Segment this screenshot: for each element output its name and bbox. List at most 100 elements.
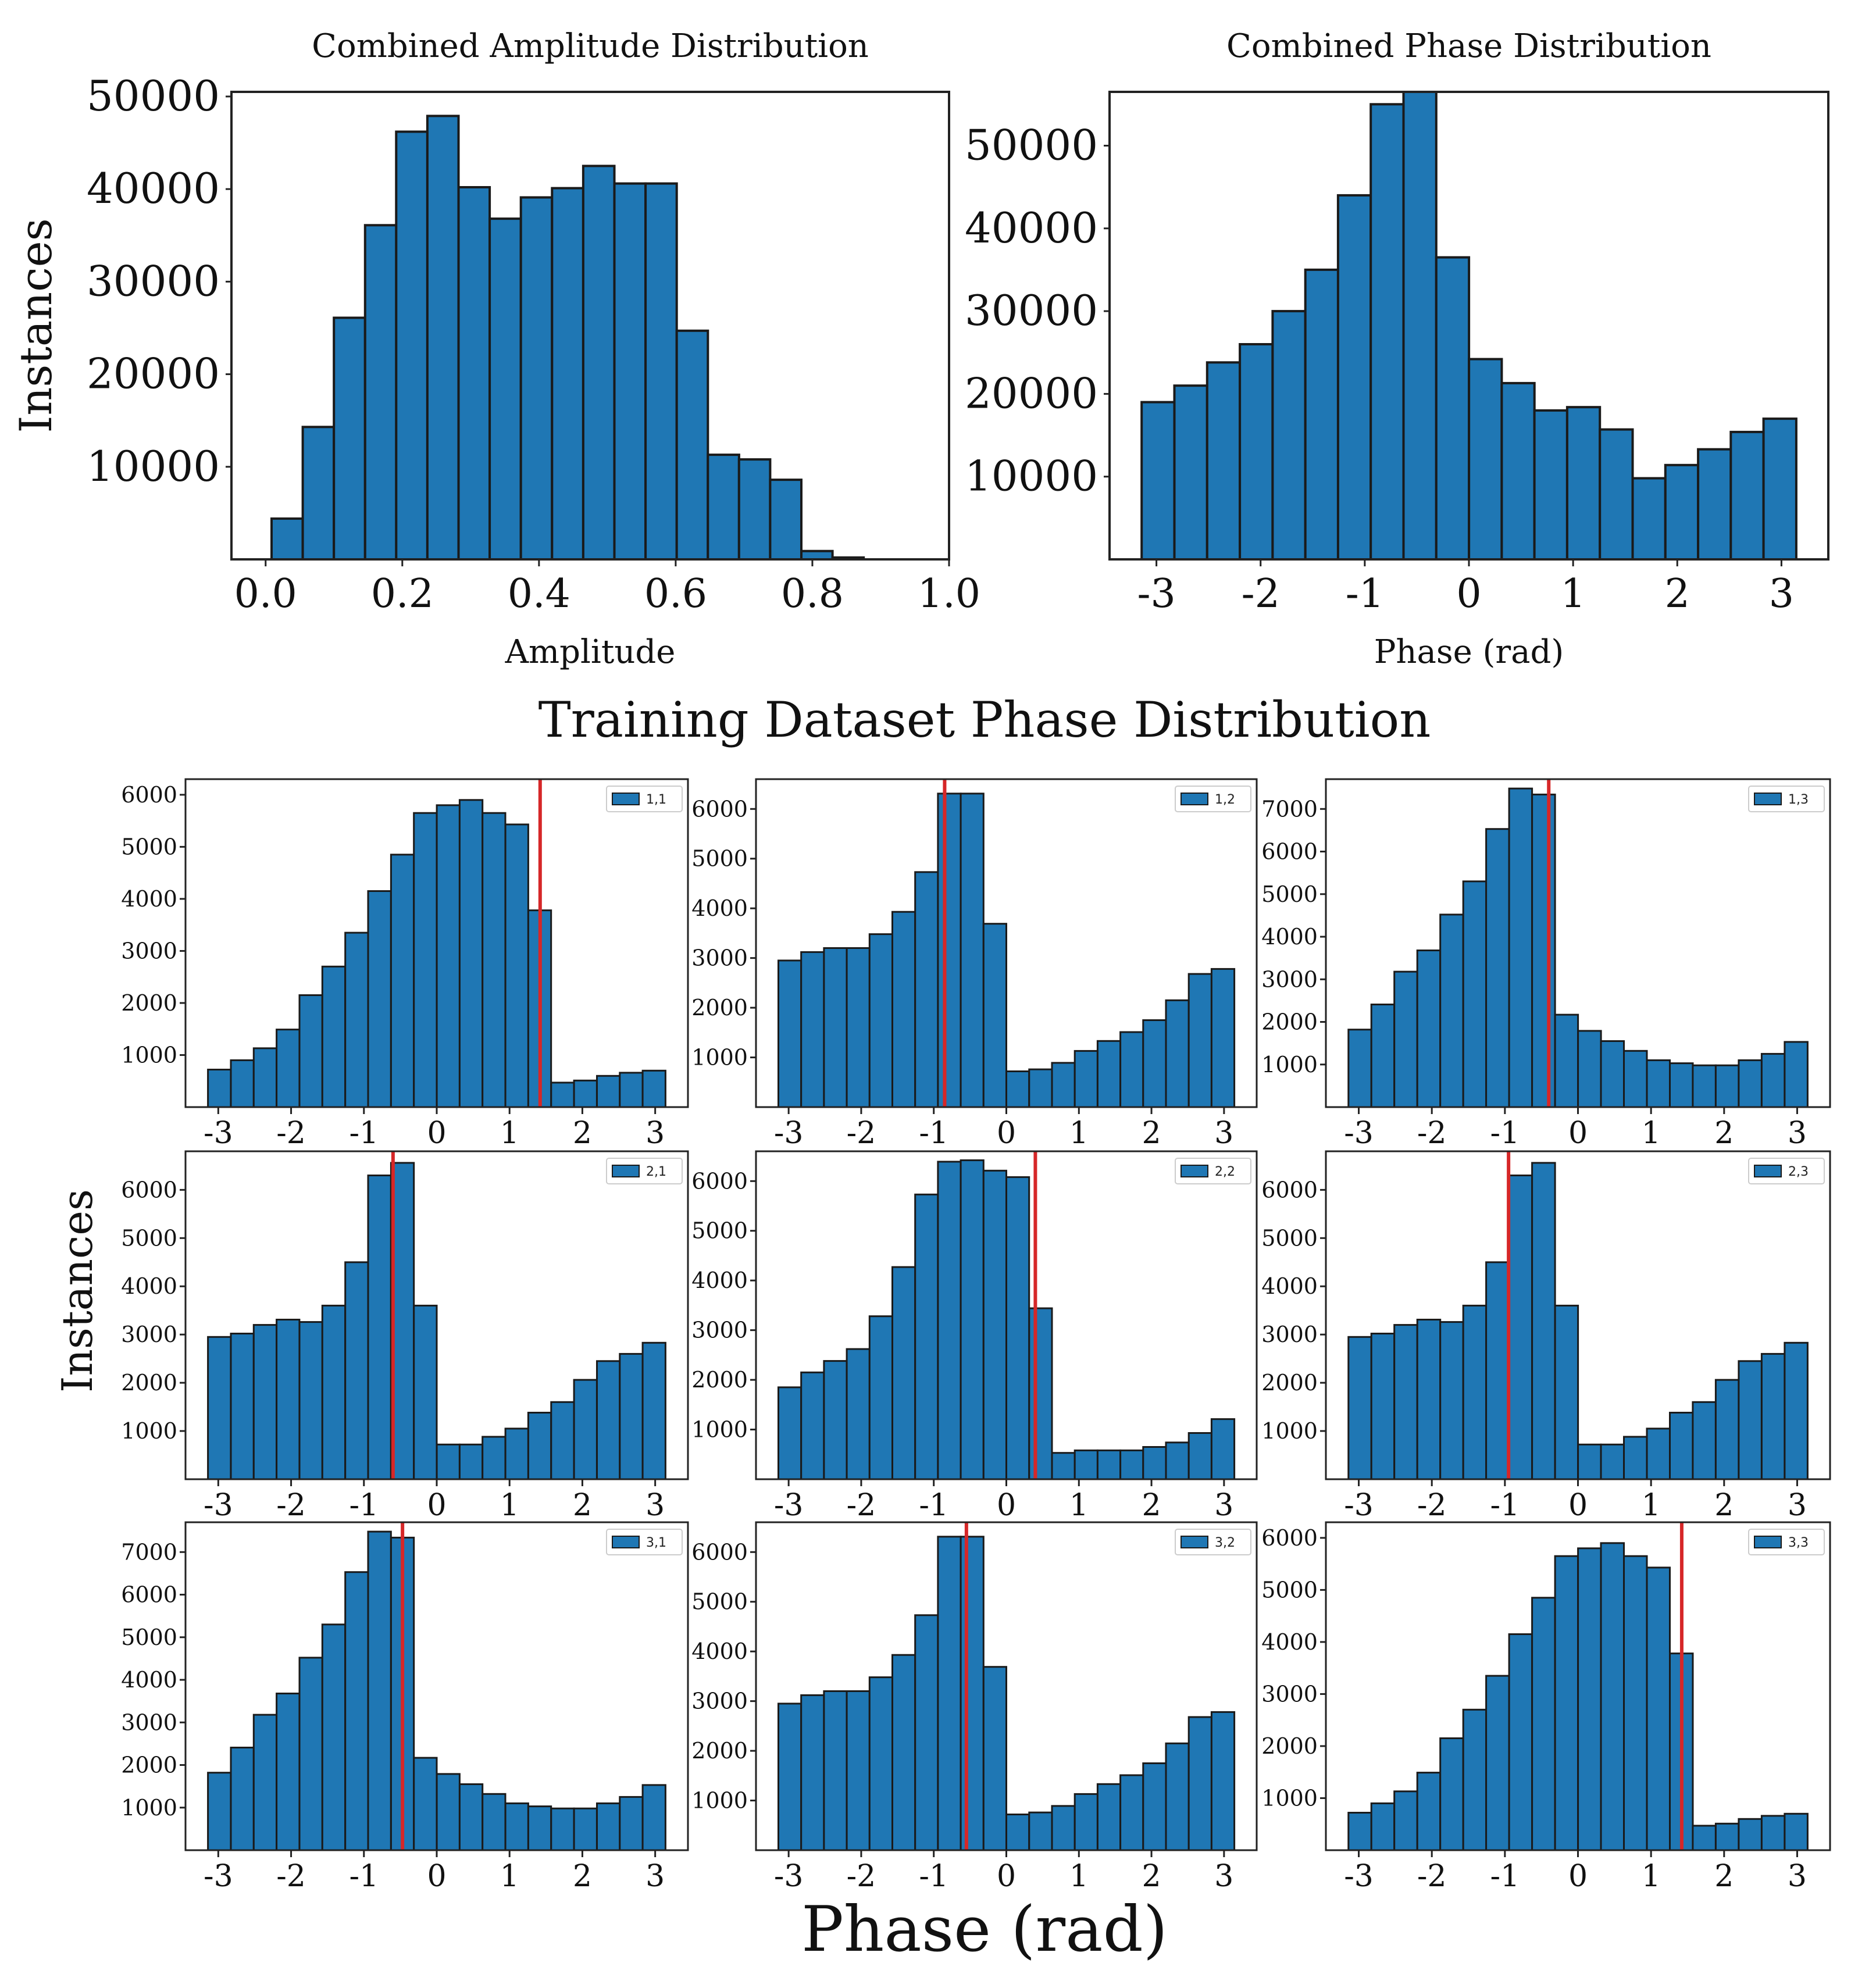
y-tick-label: 40000 <box>87 164 220 213</box>
histogram-bar <box>675 329 709 561</box>
histogram-bar <box>800 549 834 561</box>
histogram-bar <box>1577 1443 1602 1480</box>
histogram-bar <box>1304 268 1339 561</box>
x-tick-label: 3 <box>645 1859 665 1894</box>
x-tick-label: 2 <box>573 1116 592 1151</box>
x-tick-label: -1 <box>1490 1488 1520 1523</box>
histogram-bar <box>1738 1818 1763 1851</box>
legend: 2,2 <box>1175 1158 1251 1184</box>
histogram-bar <box>914 871 939 1108</box>
histogram-bar <box>527 1805 552 1851</box>
y-tick-label: 4000 <box>121 1273 177 1299</box>
histogram-bar <box>777 1703 803 1851</box>
histogram-bar <box>1485 1675 1510 1851</box>
y-tick-label: 3000 <box>691 1689 748 1714</box>
histogram-bar <box>641 1341 666 1480</box>
histogram-bar <box>550 1807 575 1851</box>
y-tick-label: 1000 <box>121 1418 177 1444</box>
x-tick-label: 3 <box>1788 1116 1807 1151</box>
histogram-bar <box>1623 1050 1648 1108</box>
y-tick-label: 4000 <box>1261 924 1318 950</box>
y-tick-label: 6000 <box>1261 1525 1318 1551</box>
y-tick-label: 5000 <box>1261 1577 1318 1602</box>
histogram-bar <box>321 1623 347 1851</box>
y-tick-label: 3000 <box>121 1709 177 1735</box>
histogram-bar <box>846 947 871 1108</box>
y-tick-label: 6000 <box>691 1539 748 1565</box>
histogram-bar <box>1468 358 1503 561</box>
histogram-bar <box>1402 91 1438 561</box>
histogram-bar <box>914 1614 939 1851</box>
histogram-bar <box>298 1657 323 1851</box>
histogram-bar <box>800 951 825 1108</box>
y-tick-label: 2000 <box>121 1753 177 1778</box>
x-tick-label: 1 <box>1642 1116 1661 1151</box>
y-tick-label: 10000 <box>87 442 220 491</box>
y-tick-label: 30000 <box>965 286 1098 335</box>
histogram-bar <box>1664 463 1700 561</box>
x-tick-label: 0.6 <box>644 571 707 617</box>
histogram-bar <box>1760 1352 1786 1480</box>
histogram-bar <box>1508 1175 1533 1480</box>
histogram-bar <box>1531 1162 1556 1480</box>
histogram-bar <box>230 1333 255 1480</box>
histogram-bar <box>436 804 461 1108</box>
histogram-bar <box>1738 1059 1763 1108</box>
legend-label: 2,1 <box>646 1165 666 1179</box>
x-tick-label: 3 <box>1214 1488 1233 1523</box>
histogram-bar <box>641 1069 666 1108</box>
histogram-bar <box>1142 1446 1167 1480</box>
histogram-bar <box>1005 1176 1030 1480</box>
histogram-bar <box>619 1352 644 1480</box>
x-tick-label: -3 <box>1344 1859 1374 1894</box>
histogram-bar <box>1554 1555 1579 1851</box>
legend-swatch <box>612 1165 640 1177</box>
histogram-bar <box>960 1536 985 1851</box>
histogram-bar <box>270 517 304 561</box>
x-tick-label: 0 <box>1456 571 1481 617</box>
y-tick-label: 7000 <box>1261 796 1318 822</box>
y-tick-label: 5000 <box>1261 1225 1318 1251</box>
histogram-bar <box>1646 1427 1671 1480</box>
x-tick-label: 1 <box>1069 1116 1089 1151</box>
y-tick-label: 5000 <box>121 1225 177 1251</box>
y-tick-label: 4000 <box>691 1268 748 1293</box>
histogram-bar <box>1210 1418 1236 1480</box>
histogram-bar <box>1119 1031 1144 1108</box>
histogram-bar <box>276 1029 301 1108</box>
histogram-bar <box>800 1371 825 1480</box>
histogram-bar <box>641 1784 666 1851</box>
x-tick-label: -2 <box>1417 1488 1447 1523</box>
y-tick-label: 3000 <box>691 1318 748 1343</box>
histogram-bar <box>891 1654 916 1851</box>
histogram-bar <box>1531 1597 1556 1851</box>
histogram-bar <box>1697 448 1732 561</box>
chart-t13: -3 -2 -1 0 1 2 3 1000 2000 3000 4000 5000 6000 7000 1,… <box>1261 778 1831 1151</box>
x-tick-label: -2 <box>276 1488 306 1523</box>
y-tick-label: 5000 <box>691 1589 748 1615</box>
histogram-bar <box>1577 1547 1602 1851</box>
x-tick-label: -3 <box>204 1116 233 1151</box>
histogram-bar <box>550 1401 575 1480</box>
histogram-bar <box>344 931 369 1108</box>
histogram-bar <box>1206 361 1242 561</box>
x-tick-label: 3 <box>1214 1116 1233 1151</box>
chart-title: Combined Phase Distribution <box>1226 27 1711 65</box>
x-tick-label: -3 <box>774 1859 804 1894</box>
legend-swatch <box>1754 1165 1782 1177</box>
histogram-bar <box>1692 1825 1717 1851</box>
histogram-bar <box>367 1175 392 1480</box>
histogram-bar <box>1784 1041 1809 1108</box>
y-tick-label: 2000 <box>691 1738 748 1764</box>
histogram-bar <box>344 1571 369 1851</box>
y-tick-label: 6000 <box>121 1582 177 1608</box>
x-tick-label: -3 <box>1344 1488 1374 1523</box>
histogram-bar <box>482 1793 507 1851</box>
histogram-bar <box>482 1436 507 1480</box>
histogram-bar <box>551 187 584 561</box>
histogram-bar <box>1485 1261 1510 1480</box>
y-tick-label: 3000 <box>1261 966 1318 992</box>
x-tick-label: 2 <box>573 1859 592 1894</box>
